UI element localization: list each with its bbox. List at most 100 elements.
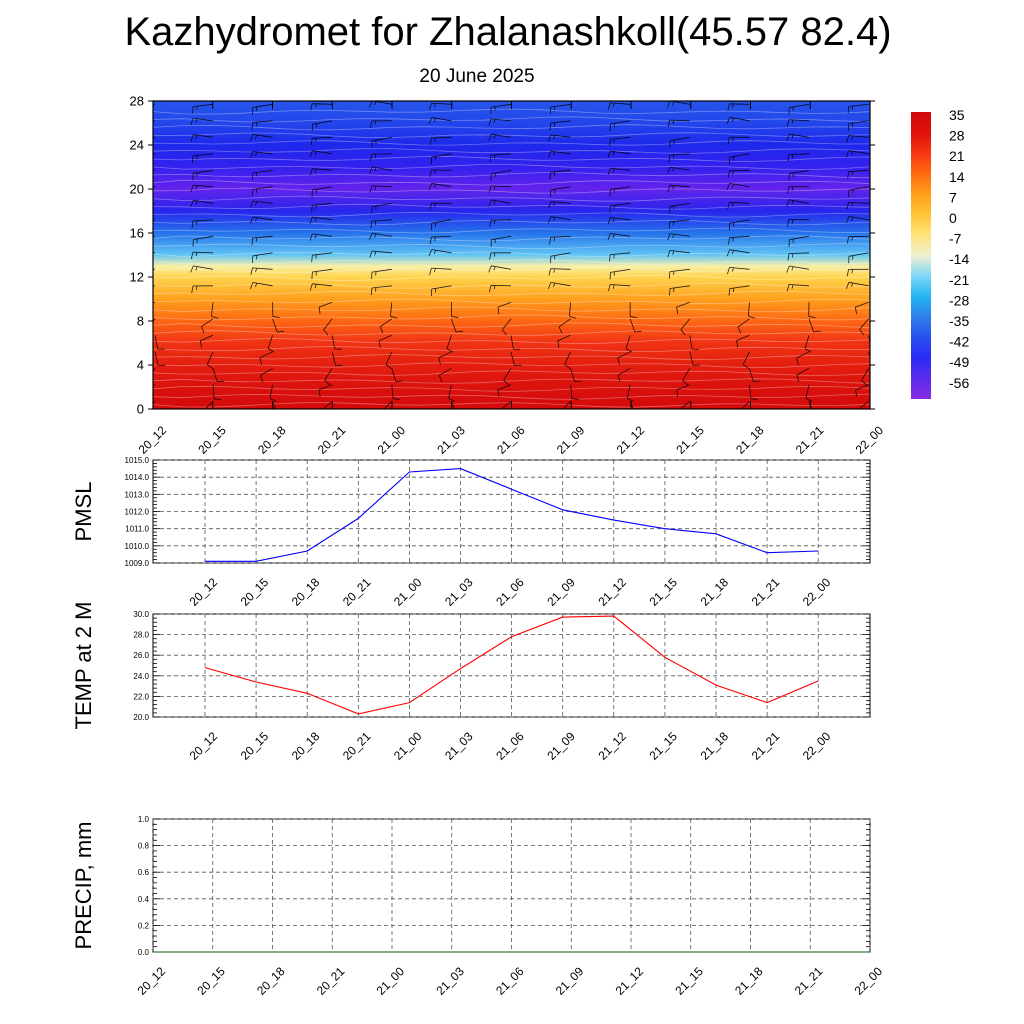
heatmap-x-tick-label: 21_06	[494, 423, 528, 457]
colorbar-label: -21	[949, 272, 969, 288]
heatmap-x-tick-label: 20_21	[315, 423, 349, 457]
colorbar-label: -35	[949, 313, 969, 329]
temp-y-tick-label: 20.0	[133, 713, 149, 722]
pmsl-x-tick-label: 20_15	[238, 575, 272, 609]
precip-x-tick-label: 21_03	[433, 964, 467, 998]
pmsl-x-tick-label: 22_00	[800, 575, 834, 609]
precip-y-tick-label: 0.4	[138, 895, 150, 904]
heatmap-y-tick-label: 12	[130, 270, 144, 285]
precip-x-tick-label: 21_21	[792, 964, 826, 998]
pmsl-series-line	[205, 468, 819, 562]
colorbar-label: -7	[949, 231, 962, 247]
precip-ylabel: PRECIP, mm	[71, 822, 96, 950]
temp-x-tick-label: 21_06	[493, 729, 527, 763]
precip-x-tick-label: 20_18	[254, 964, 288, 998]
pmsl-x-tick-label: 21_09	[544, 575, 578, 609]
precip-x-tick-label: 21_09	[553, 964, 587, 998]
heatmap-x-tick-label: 21_21	[793, 423, 827, 457]
chart-title: Kazhydromet for Zhalanashkoll(45.57 82.4…	[124, 10, 892, 54]
temp-x-tick-label: 20_15	[238, 729, 272, 763]
precip-x-tick-label: 20_12	[135, 964, 169, 998]
pmsl-ylabel: PMSL	[71, 482, 96, 542]
heatmap-y-tick-label: 20	[130, 182, 144, 197]
colorbar-label: -28	[949, 292, 969, 308]
precip-x-tick-label: 21_12	[613, 964, 647, 998]
temp-x-tick-label: 21_00	[391, 729, 425, 763]
heatmap-x-tick-label: 20_12	[136, 423, 170, 457]
precip-y-tick-label: 0.8	[138, 842, 150, 851]
pmsl-x-tick-label: 21_00	[391, 575, 425, 609]
pmsl-x-tick-label: 21_15	[647, 575, 681, 609]
heatmap-x-tick-label: 21_09	[554, 423, 588, 457]
temp-y-tick-label: 22.0	[133, 692, 149, 701]
temp-y-tick-label: 24.0	[133, 672, 149, 681]
precip-x-tick-label: 21_06	[493, 964, 527, 998]
pmsl-x-tick-label: 21_12	[595, 575, 629, 609]
precip-x-tick-label: 21_00	[374, 964, 408, 998]
heatmap-y-tick-label: 16	[130, 226, 144, 241]
precip-y-tick-label: 0.0	[138, 948, 150, 957]
heatmap-y-tick-label: 28	[130, 94, 144, 109]
temp-y-tick-label: 28.0	[133, 631, 149, 640]
precip-y-tick-label: 1.0	[138, 815, 150, 824]
precip-y-tick-label: 0.6	[138, 868, 150, 877]
heatmap-x-tick-label: 21_00	[375, 423, 409, 457]
pmsl-x-tick-label: 21_18	[698, 575, 732, 609]
temp-x-tick-label: 21_12	[595, 729, 629, 763]
colorbar-label: -42	[949, 334, 969, 350]
colorbar-label: -49	[949, 354, 969, 370]
pmsl-x-tick-label: 21_06	[493, 575, 527, 609]
temp-x-tick-label: 21_18	[698, 729, 732, 763]
heatmap-y-tick-label: 0	[137, 402, 144, 417]
pmsl-x-tick-label: 20_12	[187, 575, 221, 609]
temp-y-tick-label: 26.0	[133, 651, 149, 660]
pmsl-y-tick-label: 1009.0	[125, 559, 150, 568]
temp-x-tick-label: 21_15	[647, 729, 681, 763]
pmsl-x-tick-label: 20_21	[340, 575, 374, 609]
precip-x-tick-label: 20_21	[314, 964, 348, 998]
precip-x-tick-label: 21_15	[672, 964, 706, 998]
temp-x-tick-label: 20_12	[187, 729, 221, 763]
pmsl-x-tick-label: 21_03	[442, 575, 476, 609]
heatmap-x-tick-label: 21_03	[434, 423, 468, 457]
colorbar-label: 0	[949, 210, 957, 226]
pmsl-y-tick-label: 1013.0	[125, 490, 150, 499]
temp-x-tick-label: 20_18	[289, 729, 323, 763]
colorbar	[911, 112, 931, 399]
temp-x-tick-label: 21_21	[749, 729, 783, 763]
colorbar-label: 35	[949, 107, 965, 123]
heatmap-y-tick-label: 24	[130, 138, 144, 153]
pmsl-y-tick-label: 1012.0	[125, 508, 150, 517]
temp-series-line	[204, 615, 819, 715]
pmsl-y-tick-label: 1014.0	[125, 473, 150, 482]
pmsl-y-tick-label: 1011.0	[125, 525, 149, 534]
pmsl-x-tick-label: 20_18	[289, 575, 323, 609]
precip-x-tick-label: 22_00	[852, 964, 886, 998]
temp-x-tick-label: 20_21	[340, 729, 374, 763]
heatmap-x-tick-label: 20_15	[195, 423, 229, 457]
temp-y-tick-label: 30.0	[133, 610, 149, 619]
temp-x-tick-label: 22_00	[800, 729, 834, 763]
colorbar-label: 28	[949, 128, 965, 144]
pmsl-y-tick-label: 1010.0	[125, 542, 150, 551]
heatmap-y-tick-label: 8	[137, 314, 144, 329]
chart-subtitle: 20 June 2025	[419, 66, 535, 87]
precip-x-tick-label: 21_18	[732, 964, 766, 998]
precip-y-tick-label: 0.2	[138, 921, 150, 930]
colorbar-label: -56	[949, 375, 969, 391]
temp-x-tick-label: 21_09	[544, 729, 578, 763]
precip-x-tick-label: 20_15	[194, 964, 228, 998]
heatmap-x-tick-label: 21_12	[614, 423, 648, 457]
temperature-field	[153, 101, 870, 409]
colorbar-label: -14	[949, 251, 969, 267]
heatmap-x-tick-label: 21_18	[733, 423, 767, 457]
colorbar-label: 21	[949, 148, 965, 164]
temp-ylabel: TEMP at 2 M	[71, 602, 96, 730]
heatmap-x-tick-label: 21_15	[673, 423, 707, 457]
heatmap-x-tick-label: 20_18	[255, 423, 289, 457]
temp-x-tick-label: 21_03	[442, 729, 476, 763]
heatmap-y-tick-label: 4	[137, 358, 144, 373]
heatmap-x-tick-label: 22_00	[853, 423, 887, 457]
colorbar-label: 7	[949, 189, 957, 205]
